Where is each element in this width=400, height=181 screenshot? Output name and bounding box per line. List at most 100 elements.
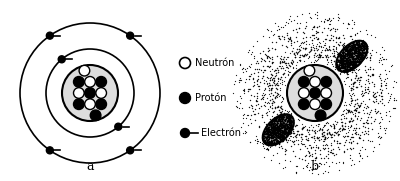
Point	[275, 126, 282, 129]
Point	[286, 115, 292, 118]
Point	[286, 122, 293, 125]
Point	[276, 126, 283, 129]
Point	[340, 54, 347, 57]
Point	[270, 135, 276, 138]
Point	[339, 50, 346, 53]
Point	[360, 45, 367, 48]
Point	[344, 62, 350, 64]
Point	[284, 127, 290, 130]
Point	[260, 96, 266, 99]
Point	[349, 41, 356, 44]
Point	[361, 43, 367, 46]
Point	[264, 129, 270, 132]
Point	[353, 123, 360, 126]
Point	[283, 127, 289, 130]
Point	[361, 48, 367, 50]
Point	[346, 157, 353, 160]
Point	[290, 142, 297, 145]
Point	[273, 139, 280, 142]
Point	[315, 173, 321, 176]
Point	[351, 108, 357, 111]
Point	[286, 117, 292, 120]
Point	[272, 119, 278, 122]
Point	[341, 128, 347, 131]
Point	[344, 62, 350, 65]
Point	[312, 152, 318, 155]
Point	[276, 128, 282, 131]
Point	[363, 43, 370, 46]
Point	[345, 76, 352, 79]
Point	[390, 107, 396, 110]
Point	[316, 44, 322, 47]
Point	[288, 128, 294, 131]
Point	[343, 52, 349, 55]
Point	[279, 107, 285, 110]
Point	[293, 36, 299, 39]
Point	[336, 53, 343, 56]
Point	[241, 80, 248, 83]
Point	[349, 27, 355, 30]
Point	[265, 131, 271, 133]
Point	[310, 46, 316, 49]
Point	[330, 47, 336, 50]
Point	[346, 47, 352, 50]
Circle shape	[46, 32, 53, 39]
Point	[279, 120, 285, 123]
Point	[268, 126, 274, 129]
Point	[264, 131, 270, 134]
Point	[356, 127, 362, 130]
Point	[336, 68, 343, 70]
Point	[346, 63, 352, 66]
Point	[289, 128, 295, 131]
Point	[352, 46, 359, 49]
Point	[329, 132, 336, 135]
Point	[351, 49, 357, 52]
Point	[350, 50, 357, 53]
Point	[298, 140, 304, 142]
Point	[264, 111, 270, 114]
Point	[254, 60, 260, 62]
Point	[342, 58, 349, 61]
Point	[288, 121, 294, 124]
Point	[296, 133, 302, 136]
Point	[314, 26, 320, 29]
Point	[355, 111, 361, 114]
Point	[282, 108, 288, 111]
Point	[316, 52, 322, 55]
Point	[286, 127, 293, 130]
Point	[275, 129, 282, 132]
Point	[358, 47, 364, 49]
Point	[270, 132, 276, 135]
Point	[348, 41, 354, 43]
Point	[370, 73, 376, 76]
Point	[353, 47, 359, 50]
Point	[355, 43, 362, 46]
Point	[340, 50, 346, 53]
Point	[346, 47, 353, 49]
Point	[360, 43, 366, 46]
Point	[273, 124, 280, 127]
Point	[324, 120, 330, 123]
Point	[356, 49, 362, 51]
Point	[361, 88, 368, 91]
Point	[287, 115, 293, 117]
Point	[260, 142, 266, 145]
Point	[279, 119, 286, 122]
Point	[283, 134, 289, 136]
Point	[278, 120, 284, 123]
Point	[277, 123, 283, 125]
Point	[261, 69, 268, 72]
Point	[342, 46, 348, 49]
Point	[356, 55, 362, 58]
Point	[271, 132, 278, 135]
Point	[293, 63, 300, 66]
Point	[306, 151, 312, 154]
Point	[266, 82, 272, 85]
Point	[377, 124, 384, 127]
Point	[352, 65, 359, 68]
Point	[276, 118, 283, 121]
Point	[285, 117, 291, 120]
Point	[356, 59, 363, 62]
Point	[270, 124, 276, 127]
Point	[322, 37, 328, 40]
